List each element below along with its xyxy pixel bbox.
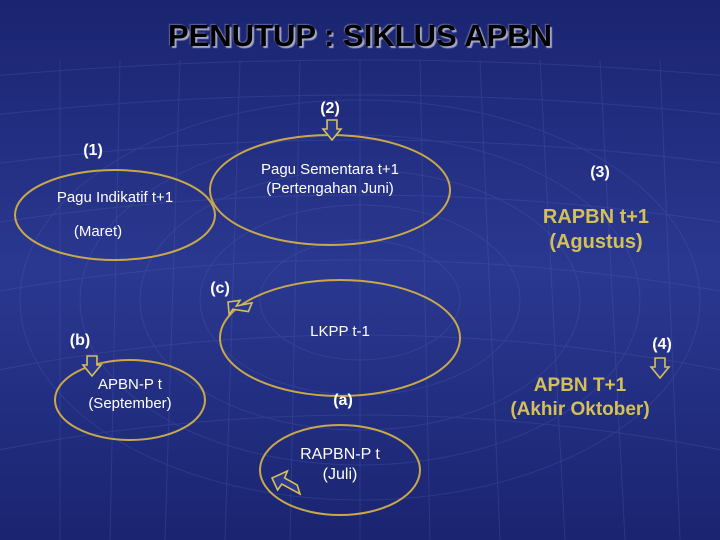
arrow-ar-b [83, 356, 101, 376]
label-l-pagu-ind: Pagu Indikatif t+1 [15, 189, 215, 208]
highlight-h-rapbn: RAPBN t+1 (Agustus) [486, 205, 706, 255]
number-na: (a) [323, 392, 363, 410]
number-n3: (3) [580, 164, 620, 182]
label-l-apbnp-s: APBN-P t (September) [50, 376, 210, 414]
number-nb: (b) [60, 332, 100, 350]
label-l-lkpp: LKPP t-1 [260, 323, 420, 342]
number-n1: (1) [73, 142, 113, 160]
arrow-ar-down-2 [323, 120, 341, 140]
highlight-h-apbn: APBN T+1 (Akhir Oktober) [450, 374, 710, 422]
number-n2: (2) [310, 100, 350, 118]
diagram-stage: PENUTUP : SIKLUS APBN (1)(2)(3)(4)(a)(b)… [0, 0, 720, 540]
ellipse-pagu-indikatif [15, 170, 215, 260]
number-n4: (4) [642, 336, 682, 354]
label-l-rapbnp: RAPBN-P t (Juli) [250, 445, 430, 485]
label-l-pagu-sem: Pagu Sementara t+1 (Pertengahan Juni) [210, 161, 450, 199]
label-l-maret: (Maret) [38, 223, 158, 242]
number-nc: (c) [200, 280, 240, 298]
